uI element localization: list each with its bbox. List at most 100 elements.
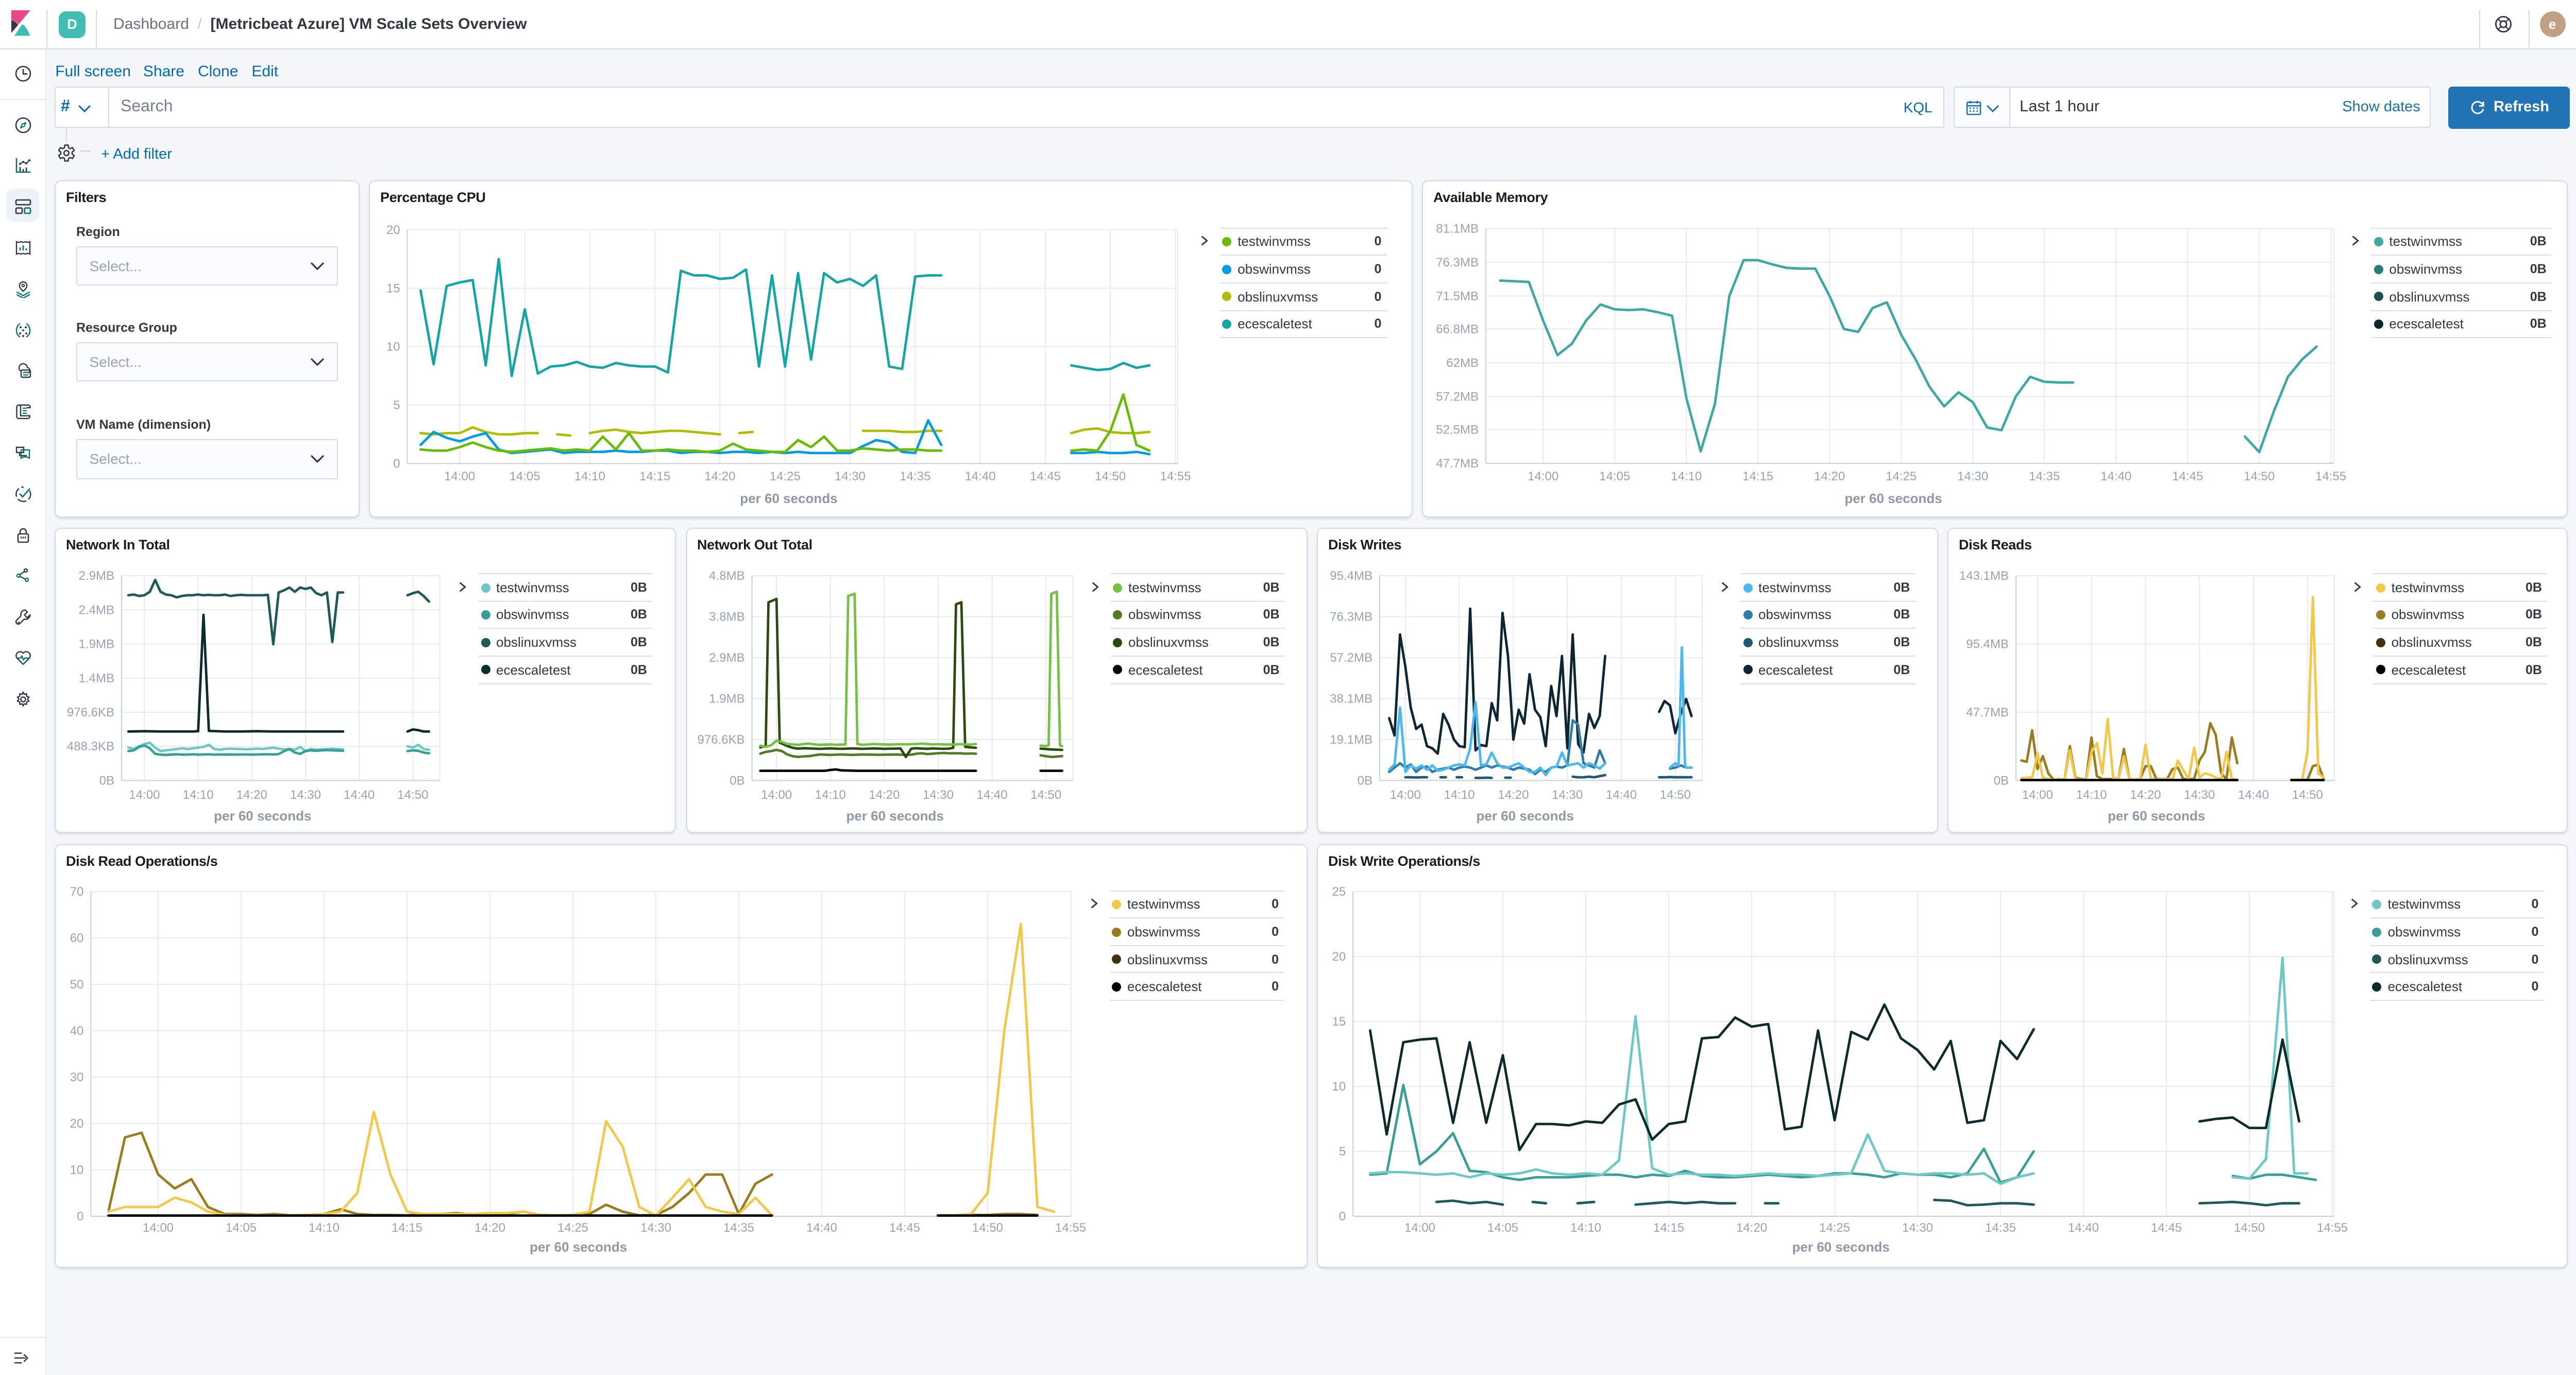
- svg-text:14:00: 14:00: [1404, 1221, 1435, 1235]
- svg-text:14:50: 14:50: [2292, 788, 2323, 802]
- svg-text:14:00: 14:00: [1390, 788, 1421, 802]
- svg-text:47.7MB: 47.7MB: [1966, 706, 2009, 719]
- svg-text:81.1MB: 81.1MB: [1436, 222, 1479, 236]
- svg-text:0: 0: [393, 457, 400, 471]
- svg-text:0B: 0B: [729, 774, 744, 787]
- svg-text:14:35: 14:35: [723, 1221, 754, 1235]
- svg-text:14:50: 14:50: [1660, 788, 1691, 802]
- svg-text:per 60 seconds: per 60 seconds: [1844, 491, 1942, 506]
- svg-text:10: 10: [1332, 1080, 1346, 1094]
- svg-text:14:40: 14:40: [2068, 1221, 2099, 1235]
- svg-text:per 60 seconds: per 60 seconds: [2108, 808, 2205, 824]
- svg-text:14:10: 14:10: [1570, 1221, 1601, 1235]
- svg-text:14:40: 14:40: [2238, 788, 2269, 802]
- svg-text:14:30: 14:30: [1552, 788, 1583, 802]
- svg-text:14:40: 14:40: [806, 1221, 837, 1235]
- svg-text:10: 10: [386, 340, 400, 354]
- svg-text:14:05: 14:05: [1487, 1221, 1518, 1235]
- svg-text:0: 0: [77, 1210, 83, 1223]
- svg-text:66.8MB: 66.8MB: [1436, 322, 1479, 336]
- svg-text:57.2MB: 57.2MB: [1330, 651, 1372, 665]
- svg-text:57.2MB: 57.2MB: [1436, 390, 1479, 404]
- svg-text:14:20: 14:20: [1736, 1221, 1767, 1235]
- svg-text:14:55: 14:55: [2317, 1221, 2348, 1235]
- svg-text:20: 20: [1332, 950, 1346, 964]
- svg-text:14:25: 14:25: [557, 1221, 588, 1235]
- svg-text:14:40: 14:40: [2100, 469, 2131, 483]
- svg-text:3.8MB: 3.8MB: [708, 610, 744, 624]
- svg-text:14:10: 14:10: [574, 469, 605, 483]
- svg-text:14:15: 14:15: [1653, 1221, 1684, 1235]
- svg-text:5: 5: [393, 398, 400, 412]
- svg-text:per 60 seconds: per 60 seconds: [530, 1239, 627, 1255]
- svg-text:62MB: 62MB: [1446, 356, 1479, 370]
- svg-text:14:05: 14:05: [226, 1221, 257, 1235]
- svg-text:14:30: 14:30: [2184, 788, 2215, 802]
- svg-text:14:00: 14:00: [143, 1221, 174, 1235]
- svg-text:14:45: 14:45: [1030, 469, 1061, 483]
- svg-text:14:35: 14:35: [2029, 469, 2060, 483]
- svg-text:14:10: 14:10: [183, 788, 214, 802]
- svg-text:14:45: 14:45: [2151, 1221, 2182, 1235]
- svg-text:14:10: 14:10: [1671, 469, 1702, 483]
- svg-text:0B: 0B: [99, 774, 114, 787]
- svg-text:10: 10: [70, 1163, 84, 1177]
- svg-text:95.4MB: 95.4MB: [1330, 569, 1372, 583]
- svg-text:143.1MB: 143.1MB: [1959, 569, 2009, 583]
- svg-text:20: 20: [386, 223, 400, 237]
- svg-text:19.1MB: 19.1MB: [1330, 733, 1372, 747]
- svg-text:14:20: 14:20: [236, 788, 267, 802]
- svg-text:14:10: 14:10: [309, 1221, 340, 1235]
- svg-text:14:20: 14:20: [1814, 469, 1845, 483]
- svg-text:40: 40: [70, 1024, 84, 1038]
- svg-text:488.3KB: 488.3KB: [67, 740, 114, 753]
- svg-text:76.3MB: 76.3MB: [1436, 256, 1479, 270]
- svg-text:50: 50: [70, 978, 84, 992]
- svg-text:15: 15: [386, 281, 400, 295]
- svg-text:14:50: 14:50: [2244, 469, 2275, 483]
- svg-text:14:40: 14:40: [965, 469, 996, 483]
- svg-text:5: 5: [1339, 1145, 1346, 1159]
- svg-text:0: 0: [1339, 1210, 1346, 1223]
- svg-text:71.5MB: 71.5MB: [1436, 289, 1479, 303]
- svg-text:38.1MB: 38.1MB: [1330, 692, 1372, 706]
- svg-text:14:50: 14:50: [2234, 1221, 2265, 1235]
- svg-text:14:40: 14:40: [976, 788, 1007, 802]
- svg-text:14:15: 14:15: [639, 469, 670, 483]
- svg-text:4.8MB: 4.8MB: [708, 569, 744, 583]
- svg-text:0B: 0B: [1358, 774, 1372, 787]
- svg-text:14:30: 14:30: [1902, 1221, 1933, 1235]
- svg-text:14:30: 14:30: [290, 788, 321, 802]
- svg-text:per 60 seconds: per 60 seconds: [1477, 808, 1574, 824]
- svg-text:14:25: 14:25: [1886, 469, 1917, 483]
- svg-text:14:20: 14:20: [474, 1221, 505, 1235]
- svg-text:76.3MB: 76.3MB: [1330, 610, 1372, 624]
- svg-text:2.9MB: 2.9MB: [79, 569, 114, 583]
- svg-text:15: 15: [1332, 1015, 1346, 1029]
- svg-text:14:20: 14:20: [868, 788, 899, 802]
- svg-text:14:15: 14:15: [392, 1221, 422, 1235]
- svg-text:14:50: 14:50: [972, 1221, 1003, 1235]
- svg-text:20: 20: [70, 1117, 84, 1131]
- svg-text:14:55: 14:55: [2315, 469, 2346, 483]
- svg-text:14:20: 14:20: [704, 469, 735, 483]
- svg-text:14:10: 14:10: [815, 788, 845, 802]
- svg-text:14:05: 14:05: [1599, 469, 1630, 483]
- svg-text:14:45: 14:45: [889, 1221, 920, 1235]
- svg-text:14:40: 14:40: [1606, 788, 1637, 802]
- svg-text:1.9MB: 1.9MB: [79, 638, 114, 651]
- svg-text:14:00: 14:00: [1528, 469, 1558, 483]
- svg-text:60: 60: [70, 931, 84, 945]
- svg-text:976.6KB: 976.6KB: [67, 706, 114, 719]
- svg-text:70: 70: [70, 885, 84, 899]
- svg-text:14:35: 14:35: [1985, 1221, 2016, 1235]
- svg-text:2.4MB: 2.4MB: [79, 603, 114, 617]
- svg-text:14:40: 14:40: [344, 788, 375, 802]
- svg-text:14:50: 14:50: [1095, 469, 1126, 483]
- svg-text:47.7MB: 47.7MB: [1436, 457, 1479, 471]
- svg-text:2.9MB: 2.9MB: [708, 651, 744, 665]
- svg-text:14:30: 14:30: [1957, 469, 1988, 483]
- svg-text:14:35: 14:35: [900, 469, 930, 483]
- svg-text:14:05: 14:05: [510, 469, 540, 483]
- svg-text:14:50: 14:50: [1030, 788, 1061, 802]
